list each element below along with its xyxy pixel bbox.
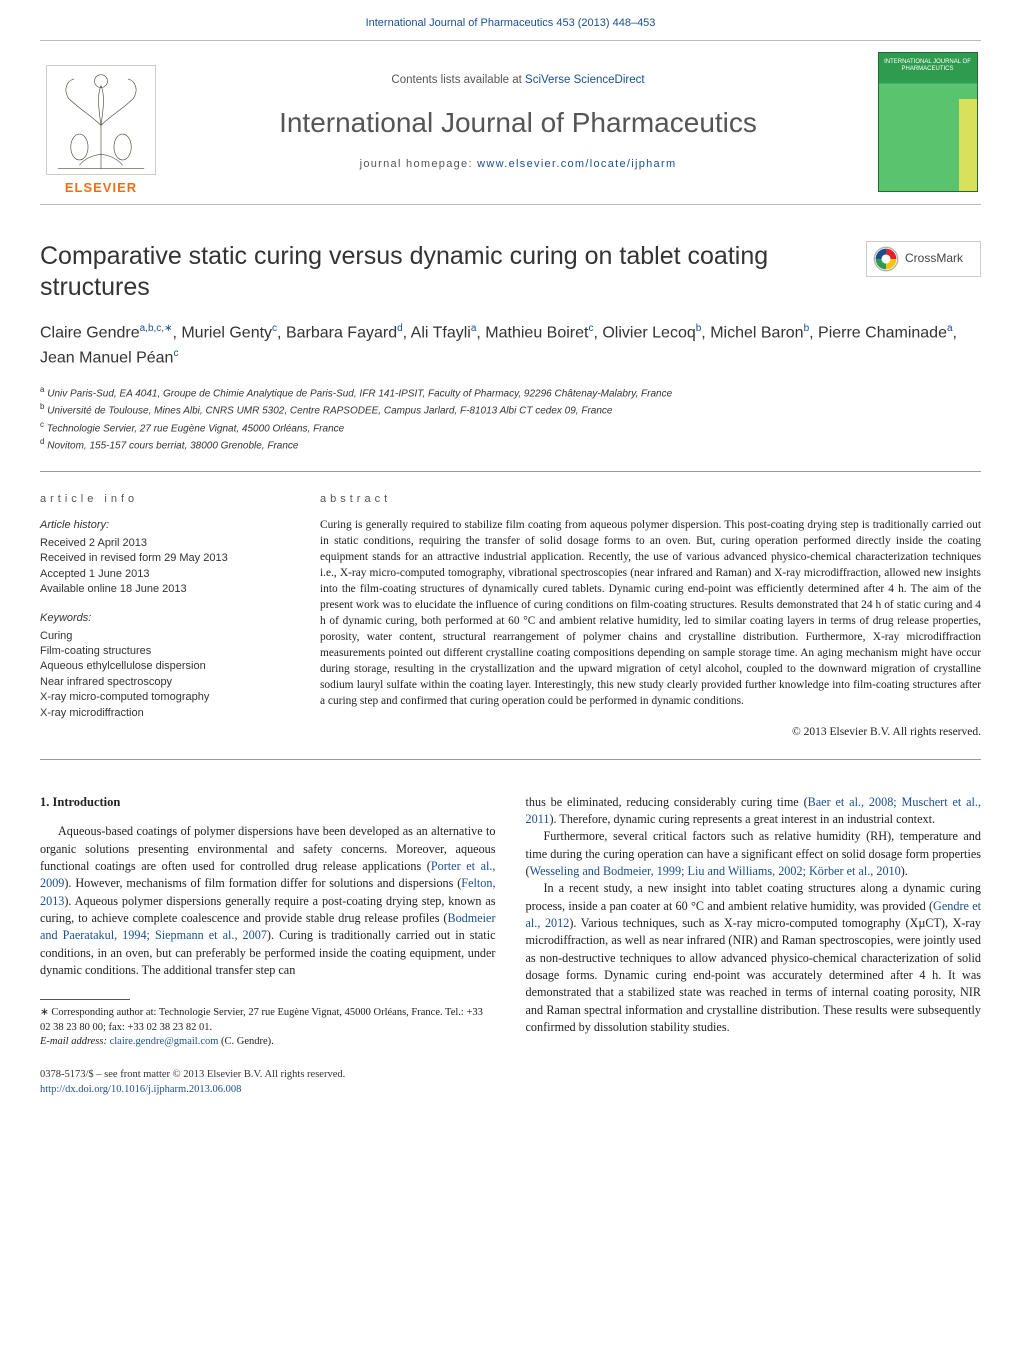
article-info-column: article info Article history: Received 2…	[40, 492, 290, 740]
rule-below-abstract	[40, 759, 981, 760]
rule-above-info	[40, 471, 981, 472]
keywords-block: Keywords: CuringFilm-coating structuresA…	[40, 611, 290, 721]
section-1-heading: 1. Introduction	[40, 794, 496, 812]
homepage-prefix: journal homepage:	[360, 158, 478, 170]
body-paragraph: Aqueous-based coatings of polymer disper…	[40, 823, 496, 979]
keywords-heading: Keywords:	[40, 611, 290, 626]
article-info-heading: article info	[40, 492, 290, 508]
keyword-line: X-ray micro-computed tomography	[40, 690, 290, 705]
keyword-line: Curing	[40, 629, 290, 644]
masthead-center: Contents lists available at SciVerse Sci…	[170, 41, 866, 204]
body-paragraph: thus be eliminated, reducing considerabl…	[526, 794, 982, 829]
journal-citation-header: International Journal of Pharmaceutics 4…	[0, 0, 1021, 40]
citation-link[interactable]: Wesseling and Bodmeier, 1999; Liu and Wi…	[530, 864, 901, 878]
body-paragraph: In a recent study, a new insight into ta…	[526, 880, 982, 1036]
corresponding-author-text: ∗ Corresponding author at: Technologie S…	[40, 1006, 496, 1034]
abstract-copyright: © 2013 Elsevier B.V. All rights reserved…	[320, 724, 981, 741]
journal-cover-thumbnail: INTERNATIONAL JOURNAL OF PHARMACEUTICS	[878, 52, 978, 192]
keyword-line: Near infrared spectroscopy	[40, 675, 290, 690]
citation-link[interactable]: Porter et al., 2009	[40, 859, 495, 890]
corresponding-author-footnote: ∗ Corresponding author at: Technologie S…	[40, 1006, 496, 1049]
homepage-link[interactable]: www.elsevier.com/locate/ijpharm	[477, 158, 676, 170]
cover-strip	[959, 99, 977, 191]
body-paragraph: Furthermore, several critical factors su…	[526, 828, 982, 880]
email-suffix: (C. Gendre).	[221, 1036, 274, 1047]
sciencedirect-link[interactable]: SciVerse ScienceDirect	[525, 74, 645, 86]
journal-name: International Journal of Pharmaceutics	[279, 103, 757, 144]
body-left-column: 1. Introduction Aqueous-based coatings o…	[40, 794, 496, 1049]
corresponding-email-link[interactable]: claire.gendre@gmail.com	[110, 1036, 219, 1047]
masthead: ELSEVIER Contents lists available at Sci…	[40, 40, 981, 205]
journal-citation-link[interactable]: International Journal of Pharmaceutics 4…	[366, 17, 656, 29]
journal-homepage-line: journal homepage: www.elsevier.com/locat…	[360, 157, 677, 173]
crossmark-label: CrossMark	[905, 250, 963, 267]
affiliation-line: a Univ Paris-Sud, EA 4041, Groupe de Chi…	[40, 384, 981, 401]
body-right-column: thus be eliminated, reducing considerabl…	[526, 794, 982, 1049]
journal-cover-block: INTERNATIONAL JOURNAL OF PHARMACEUTICS	[866, 41, 981, 204]
citation-link[interactable]: Baer et al., 2008; Muschert et al., 2011	[526, 795, 982, 826]
keyword-line: X-ray microdiffraction	[40, 706, 290, 721]
citation-link[interactable]: Gendre et al., 2012	[526, 899, 982, 930]
contents-available-line: Contents lists available at SciVerse Sci…	[391, 72, 644, 89]
abstract-column: abstract Curing is generally required to…	[320, 492, 981, 740]
abstract-text: Curing is generally required to stabiliz…	[320, 518, 981, 710]
affiliation-line: c Technologie Servier, 27 rue Eugène Vig…	[40, 419, 981, 436]
article-title: Comparative static curing versus dynamic…	[40, 241, 866, 304]
citation-link[interactable]: Bodmeier and Paeratakul, 1994; Siepmann …	[40, 911, 496, 942]
page-footer: 0378-5173/$ – see front matter © 2013 El…	[40, 1067, 981, 1097]
article-area: Comparative static curing versus dynamic…	[40, 205, 981, 1049]
cover-label: INTERNATIONAL JOURNAL OF PHARMACEUTICS	[883, 59, 973, 72]
crossmark-badge[interactable]: CrossMark	[866, 241, 981, 277]
history-line: Received 2 April 2013	[40, 536, 290, 551]
crossmark-icon	[873, 246, 899, 272]
body-two-column: 1. Introduction Aqueous-based coatings o…	[40, 794, 981, 1049]
affiliations: a Univ Paris-Sud, EA 4041, Groupe de Chi…	[40, 384, 981, 453]
publisher-block: ELSEVIER	[40, 41, 170, 204]
affiliation-line: b Université de Toulouse, Mines Albi, CN…	[40, 401, 981, 418]
history-line: Received in revised form 29 May 2013	[40, 551, 290, 566]
article-history-heading: Article history:	[40, 518, 290, 533]
history-line: Available online 18 June 2013	[40, 582, 290, 597]
elsevier-tree-logo	[46, 65, 156, 175]
keyword-line: Film-coating structures	[40, 644, 290, 659]
email-label: E-mail address:	[40, 1036, 110, 1047]
article-history-block: Article history: Received 2 April 2013Re…	[40, 518, 290, 597]
issn-copyright-line: 0378-5173/$ – see front matter © 2013 El…	[40, 1067, 981, 1082]
footnote-rule	[40, 999, 130, 1000]
title-row: Comparative static curing versus dynamic…	[40, 241, 981, 304]
affiliation-line: d Novitom, 155-157 cours berriat, 38000 …	[40, 436, 981, 453]
doi-link[interactable]: http://dx.doi.org/10.1016/j.ijpharm.2013…	[40, 1084, 241, 1095]
keyword-line: Aqueous ethylcellulose dispersion	[40, 659, 290, 674]
elsevier-wordmark: ELSEVIER	[65, 179, 137, 198]
history-line: Accepted 1 June 2013	[40, 567, 290, 582]
author-list: Claire Gendrea,b,c,∗, Muriel Gentyc, Bar…	[40, 321, 981, 370]
info-abstract-row: article info Article history: Received 2…	[40, 492, 981, 740]
citation-link[interactable]: Felton, 2013	[40, 876, 496, 907]
abstract-heading: abstract	[320, 492, 981, 508]
contents-prefix: Contents lists available at	[391, 74, 525, 86]
